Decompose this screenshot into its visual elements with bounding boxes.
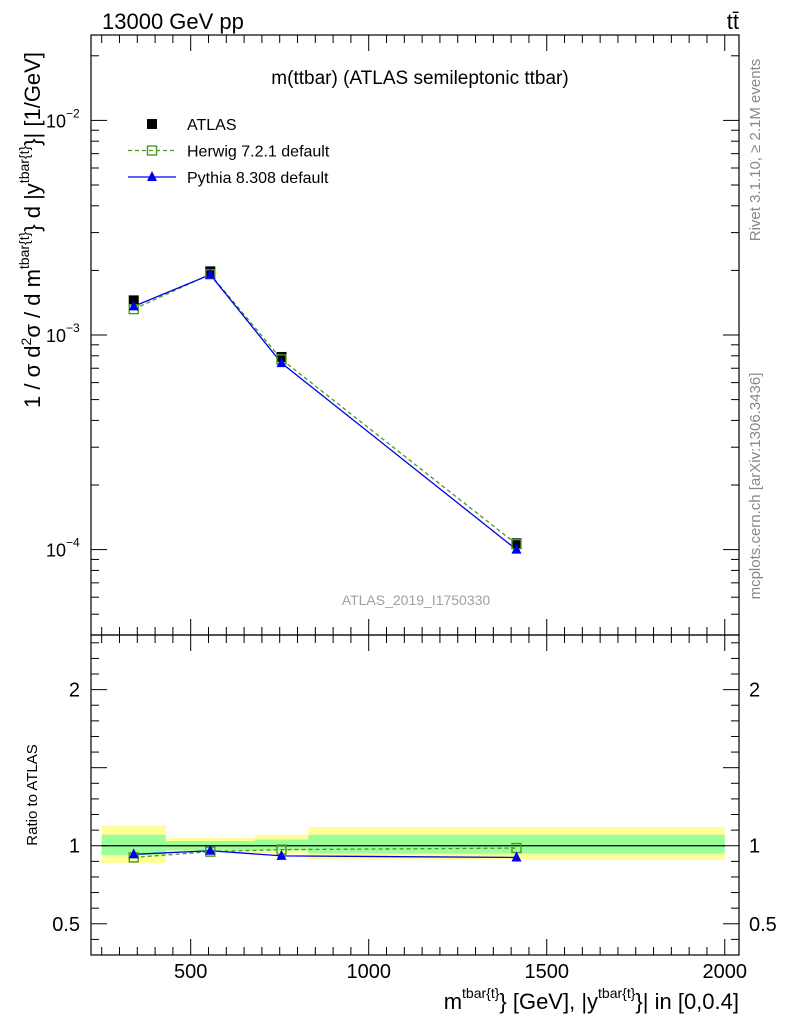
ratio-y-tick-label-right: 1 [749,836,760,858]
legend-label: Herwig 7.2.1 default [187,144,330,161]
ratio-data-point [511,851,522,862]
main-y-tick-label-exponent: −2 [66,106,80,120]
ratio-x-tick-label: 1500 [524,961,569,983]
ratio-y-tick-label: 1 [69,836,80,858]
main-y-axis-label-part: }| [1/GeV] [20,52,45,146]
ratio-y-tick-label-right: 0.5 [749,914,777,936]
main-y-axis-label-part: 1 / σ d [20,345,45,408]
main-data-point [511,543,522,554]
ratio-x-tick-label: 2000 [703,961,748,983]
main-data-point [128,300,139,311]
energy-label: 13000 GeV pp [102,9,244,34]
main-y-axis-label-part: 2 [18,337,34,345]
ratio-series-lines [133,847,517,859]
main-y-axis-label-part: } d |y [20,183,45,232]
x-axis-label-part: } [GeV], |y [499,989,598,1014]
main-y-tick-label-exponent: −4 [66,536,80,550]
main-y-tick-label: 10 [46,326,66,346]
ratio-x-tick-labels: 500 1000 1500 2000 [174,961,747,983]
main-y-axis-label-part: σ / d m [20,269,45,338]
ratio-y-tick-labels: 0.5 0.5 1 1 2 2 [52,680,777,936]
main-y-axis-label-part: tbar{t} [16,145,32,183]
ratio-ticks [91,635,739,955]
ratio-data-point [276,849,287,860]
ratio-series-line [133,850,517,859]
ratio-y-tick-label: 2 [69,680,80,702]
analysis-id-label: ATLAS_2019_I1750330 [342,592,491,608]
legend-label: ATLAS [187,117,237,134]
x-axis-label-part: }| in [0,0.4] [635,989,739,1014]
ratio-y-axis-label: Ratio to ATLAS [24,744,41,845]
legend-marker [147,119,157,129]
ratio-y-tick-label-right: 2 [749,680,760,702]
x-axis-label-part: m [444,989,462,1014]
main-series-lines [133,273,517,551]
main-y-axis-label: 1 / σ d2σ / d mtbar{t}} d |ytbar{t}}| [1… [16,52,45,408]
x-axis-label-part: tbar{t} [462,985,500,1001]
ratio-x-tick-label: 1000 [346,961,391,983]
ratio-x-tick-label: 500 [174,961,207,983]
main-y-tick-label: 10 [46,541,66,561]
x-axis-label: mtbar{t}} [GeV], |ytbar{t}}| in [0,0.4] [444,985,739,1014]
main-series-line [133,273,517,551]
ratio-band-green [101,834,166,856]
main-y-tick-label: 10 [46,111,66,131]
main-ticks [91,35,739,636]
ratio-panel: 0.5 0.5 1 1 2 2 500 1000 1500 2000 Ratio to ATLA… [24,634,777,1014]
main-y-tick-labels: 10−410−310−2 [46,106,80,560]
plot-title: m(ttbar) (ATLAS semileptonic ttbar) [271,68,568,89]
legend-marker [146,145,158,156]
source-label: mcplots.cern.ch [arXiv:1306.3436] [747,373,764,600]
legend-marker [147,171,157,181]
main-data-point [205,268,216,279]
main-y-axis-label-part: tbar{t} [16,231,32,269]
ratio-series-markers [128,842,522,863]
main-y-tick-label-exponent: −3 [66,321,80,335]
x-axis-label-part: tbar{t} [598,985,636,1001]
ratio-data-point [128,848,139,859]
ratio-frame [90,634,740,956]
legend: ATLAS Herwig 7.2.1 default Pythia 8.308 de… [128,117,330,187]
process-label: tt̄ [727,9,739,34]
main-series-markers [128,266,522,554]
main-panel: 10−410−310−2 1 / σ d2σ / d mtbar{t}} d |… [16,34,740,636]
ratio-y-tick-label: 0.5 [52,914,80,936]
main-data-point [276,357,287,368]
main-series-line [133,273,517,545]
rivet-label: Rivet 3.1.10, ≥ 2.1M events [747,59,764,242]
legend-label: Pythia 8.308 default [187,170,329,187]
main-data-point [276,351,287,362]
ratio-series-line [133,847,517,859]
ratio-data-point [205,844,216,855]
main-data-point [511,538,522,549]
